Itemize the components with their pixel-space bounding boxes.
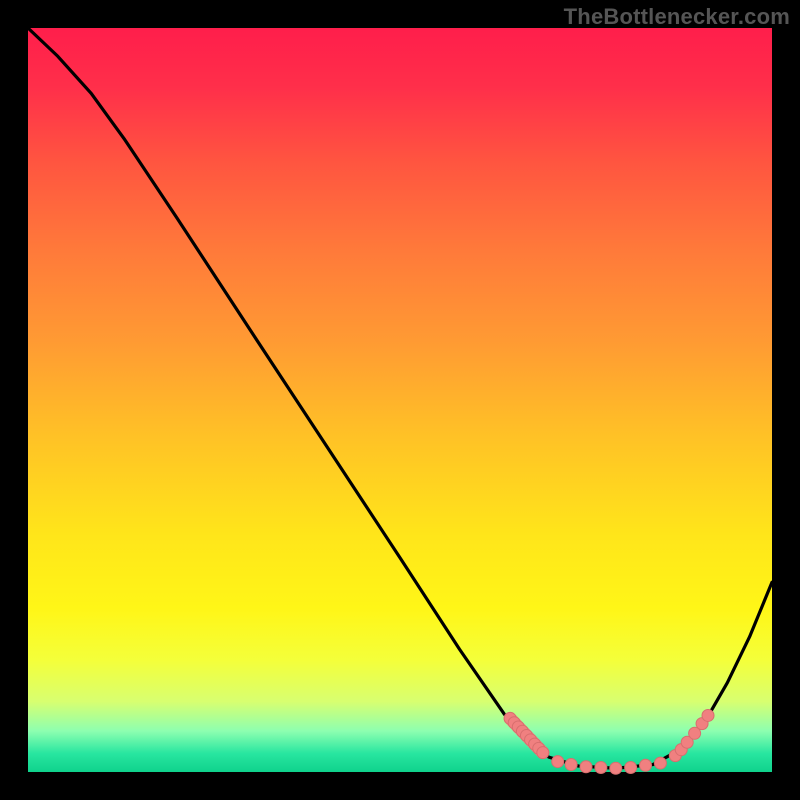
marker-point (702, 709, 714, 721)
marker-point (654, 757, 666, 769)
bottleneck-chart (0, 0, 800, 800)
marker-point (580, 761, 592, 773)
marker-point (565, 759, 577, 771)
marker-point (625, 762, 637, 774)
marker-point (595, 762, 607, 774)
marker-point (552, 756, 564, 768)
marker-point (610, 762, 622, 774)
gradient-background (28, 28, 772, 772)
watermark-text: TheBottlenecker.com (564, 4, 790, 30)
marker-point (537, 747, 549, 759)
marker-point (640, 759, 652, 771)
